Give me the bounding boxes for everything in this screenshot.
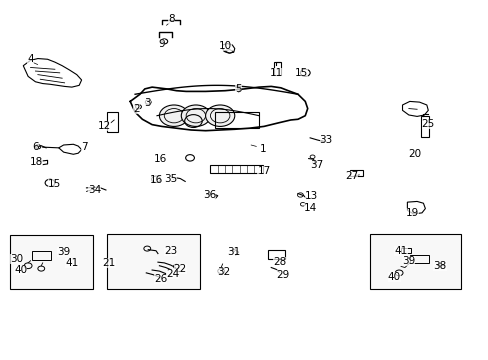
Text: 40: 40 [387,272,400,282]
Text: 24: 24 [165,269,179,279]
Text: 30: 30 [10,254,23,264]
Circle shape [205,105,234,126]
Text: 17: 17 [257,166,270,176]
Text: 35: 35 [163,174,177,184]
Text: 8: 8 [168,14,175,23]
Text: 23: 23 [163,246,177,256]
Text: 28: 28 [272,257,285,267]
Bar [210,165,263,173]
Text: 39: 39 [402,256,415,266]
Bar [400,248,410,253]
Text: 6: 6 [32,142,39,152]
Text: 31: 31 [227,247,240,257]
Text: 11: 11 [269,68,282,78]
Text: 27: 27 [344,171,357,181]
Text: 25: 25 [421,118,434,129]
Text: 38: 38 [432,261,446,271]
Text: 10: 10 [218,41,231,51]
Text: 40: 40 [14,265,27,275]
Bar [420,116,428,137]
Text: 26: 26 [154,274,167,284]
Text: 5: 5 [235,84,242,94]
Bar [215,112,259,128]
Text: 21: 21 [102,258,116,268]
Text: 7: 7 [81,142,87,152]
Text: 9: 9 [158,39,165,49]
Text: 34: 34 [88,185,101,195]
Text: 32: 32 [217,267,230,277]
Bar [107,112,118,132]
Text: 33: 33 [319,135,332,145]
Text: 14: 14 [303,203,316,213]
Text: 18: 18 [30,157,43,167]
Bar [369,234,460,289]
Text: 36: 36 [203,190,216,200]
Text: 41: 41 [394,246,407,256]
Bar [31,251,51,260]
Text: 3: 3 [143,98,150,108]
Text: 37: 37 [309,160,323,170]
Text: 4: 4 [27,54,34,64]
Bar [10,235,93,289]
Bar [273,62,281,75]
Text: 16: 16 [154,154,167,164]
Bar [350,170,362,176]
Bar [267,250,285,259]
Circle shape [181,105,210,126]
Text: 41: 41 [65,258,79,268]
Bar [409,255,428,263]
Text: 20: 20 [407,149,420,159]
Text: 19: 19 [405,208,418,218]
Text: 2: 2 [133,104,140,113]
Text: 13: 13 [305,192,318,202]
Text: 15: 15 [48,179,61,189]
Circle shape [159,105,188,126]
Text: 39: 39 [57,247,70,257]
Text: 22: 22 [173,264,186,274]
Text: 15: 15 [295,68,308,78]
Bar [107,234,200,289]
Text: 1: 1 [259,144,266,154]
Text: 29: 29 [275,270,288,280]
Text: 16: 16 [149,175,163,185]
Text: 12: 12 [98,121,111,131]
